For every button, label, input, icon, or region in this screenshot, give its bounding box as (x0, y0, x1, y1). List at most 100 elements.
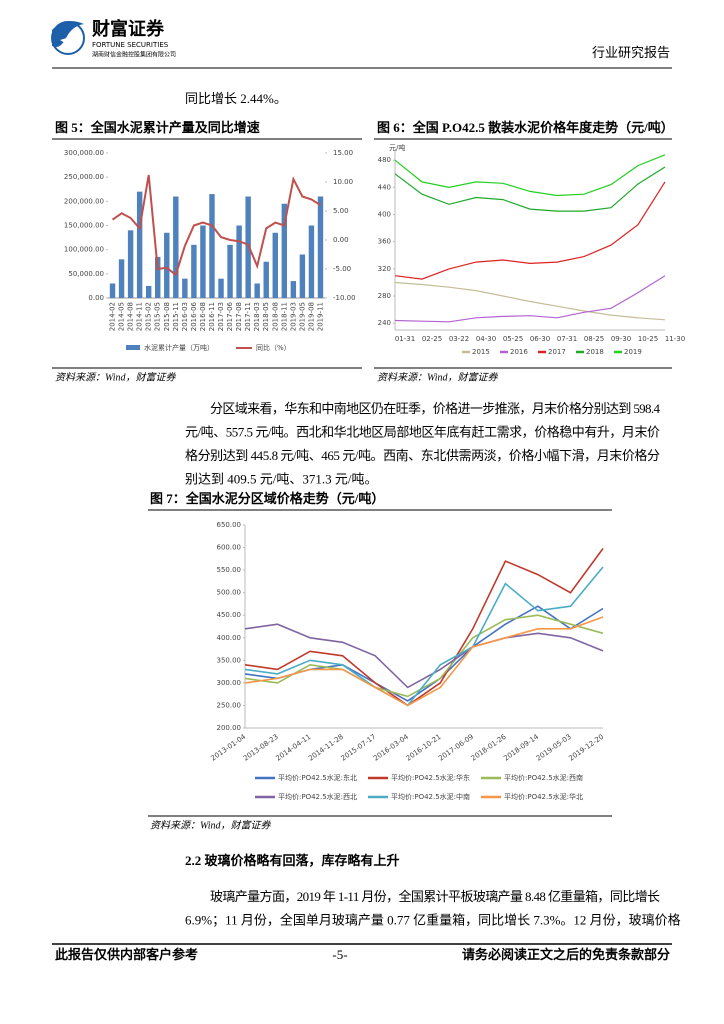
y-tick-label: 0.00 (88, 294, 104, 302)
bar (164, 232, 170, 298)
fig-title: 图 5：全国水泥累计产量及同比增速 (55, 120, 260, 135)
legend-label: 水泥累计产量（万吨） (144, 343, 214, 352)
x-tick-label: 01-31 (395, 335, 415, 343)
series-line (111, 174, 322, 277)
x-tick-label: 02-25 (422, 335, 442, 343)
paragraph-line: 分区域来看，华东和中南地区仍在旺季，价格进一步推涨，月末价格分别达到 598.4 (210, 401, 661, 416)
x-tick-label: 2016-08 (199, 302, 207, 331)
bar (227, 244, 233, 298)
y-tick-label: 320 (378, 265, 391, 273)
x-tick-label: 2015-08 (163, 302, 171, 331)
bar (317, 196, 324, 298)
x-tick-label: 2014-08 (127, 302, 135, 331)
y-tick-label: 450.00 (217, 611, 242, 619)
x-tick-label: 2016-11 (208, 302, 216, 331)
paragraph-line: 格分别达到 445.8 元/吨、465 元/吨。西南、东北供需两淡，价格小幅下滑… (185, 448, 660, 463)
x-tick-label: 2019-03 (289, 302, 297, 331)
legend-label: 2018 (586, 348, 604, 356)
x-tick-label: 2016-03-04 (372, 732, 410, 762)
bar (155, 256, 161, 298)
series-line (394, 181, 666, 280)
series-line (394, 166, 666, 212)
bar (145, 285, 152, 298)
intro: 同比增长 2.44%。 (185, 91, 287, 106)
y2-tick-label: 10.00 (333, 178, 353, 186)
bar (173, 196, 179, 298)
series-line (394, 275, 666, 323)
paragraph-line: 玻璃产量方面，2019 年 1-11 月份，全国累计平板玻璃产量 8.48 亿重… (210, 889, 660, 904)
y-tick-label: 600.00 (217, 544, 242, 552)
y-tick-label: 250.00 (217, 701, 242, 709)
paragraph-line: 元/吨、557.5 元/吨。西北和华北地区局部地区年底有赶工需求，价格稳中有升，… (185, 424, 660, 439)
y-tick-label: 350.00 (217, 656, 242, 664)
footer-left: 此报告仅供内部客户参考 (55, 947, 198, 962)
series-line (244, 623, 604, 689)
bar (191, 244, 197, 298)
source: 资料来源：Wind，财富证券 (150, 819, 272, 831)
y-tick-label: 480 (378, 156, 391, 164)
series-line (394, 281, 666, 321)
x-tick-label: 2017-06 (226, 301, 234, 331)
source: 资料来源：Wind，财富证券 (377, 371, 499, 383)
series-line (244, 616, 604, 707)
legend-label: 2015 (472, 348, 490, 356)
bar (127, 230, 134, 298)
page-number: -5- (332, 947, 347, 962)
x-tick-label: 2018-05 (262, 302, 270, 331)
y-tick-label: 100,000.00 (64, 246, 104, 254)
x-tick-label: 2015-02 (145, 302, 153, 331)
x-tick-label: 2017-03 (217, 302, 225, 331)
series-line (244, 614, 604, 698)
y2-tick-label: -5.00 (333, 265, 351, 273)
paragraph-line: 6.9%；11 月份，全国单月玻璃产量 0.77 亿重量箱，同比增长 7.3%。… (185, 912, 681, 928)
footer-right: 请务必阅读正文之后的免责条款部分 (462, 947, 670, 962)
source: 资料来源：Wind，财富证券 (55, 371, 177, 383)
company: 财富证券 (92, 18, 165, 40)
x-tick-label: 2014-02 (109, 302, 117, 331)
x-tick-label: 2019-08 (307, 302, 315, 331)
y-tick-label: 250,000.00 (64, 173, 104, 181)
x-tick-label: 2014-11-28 (307, 733, 345, 763)
y-tick-label: 650.00 (217, 521, 242, 529)
x-tick-label: 2018-09-14 (502, 732, 540, 762)
x-tick-label: 2016-06 (190, 301, 198, 331)
paragraph: 分区域来看，华东和中南地区仍在旺季，价格进一步推涨，月末价格分别达到 598.4… (185, 401, 661, 487)
x-tick-label: 06-30 (530, 335, 550, 343)
x-tick-label: 2015-05 (154, 302, 162, 331)
legend-label: 平均价:PO42.5水泥:华东 (391, 773, 470, 782)
y-tick-label: 550.00 (217, 566, 242, 574)
y-tick-label: 280 (378, 292, 391, 300)
x-tick-label: 2013-01-04 (209, 732, 247, 762)
bar (254, 283, 260, 298)
y2-tick-label: 15.00 (333, 149, 353, 157)
report-type: 行业研究报告 (592, 45, 670, 60)
legend-label: 2017 (548, 348, 566, 356)
x-tick-label: 2018-01-26 (470, 732, 508, 762)
paragraph: 玻璃产量方面，2019 年 1-11 月份，全国累计平板玻璃产量 8.48 亿重… (185, 889, 681, 929)
x-tick-label: 07-31 (557, 335, 577, 343)
bar (272, 232, 278, 298)
fig-title: 图 6：全国 P.O42.5 散装水泥价格年度走势（元/吨） (377, 120, 674, 135)
legend-label: 平均价:PO42.5水泥:东北 (278, 773, 357, 782)
x-tick-label: 2018-08 (271, 302, 279, 331)
x-tick-label: 2016-03 (181, 302, 189, 331)
series-line (394, 154, 666, 197)
legend-label: 平均价:PO42.5水泥:西南 (504, 773, 583, 782)
x-tick-label: 2019-11 (316, 302, 324, 331)
x-tick-label: 08-25 (584, 335, 604, 343)
bar (236, 225, 242, 298)
x-tick-label: 2017-06-09 (437, 733, 475, 763)
bar (109, 283, 116, 298)
bar (299, 254, 306, 298)
x-tick-label: 03-22 (449, 335, 469, 343)
legend-label: 同比（%） (256, 343, 291, 352)
x-tick-label: 2019-05 (298, 302, 306, 331)
x-tick-label: 2018-11 (280, 302, 288, 331)
group: 湖南财信金融控股集团有限公司 (92, 51, 176, 59)
x-tick-label: 11-30 (665, 335, 685, 343)
company-en: FORTUNE SECURITIES (92, 41, 169, 49)
x-tick-label: 2019-05-03 (535, 733, 573, 763)
x-tick-label: 2014-11 (136, 302, 144, 331)
section-heading: 2.2 玻璃价格略有回落，库存略有上升 (185, 853, 400, 868)
legend-label: 平均价:PO42.5水泥:华北 (504, 792, 583, 801)
